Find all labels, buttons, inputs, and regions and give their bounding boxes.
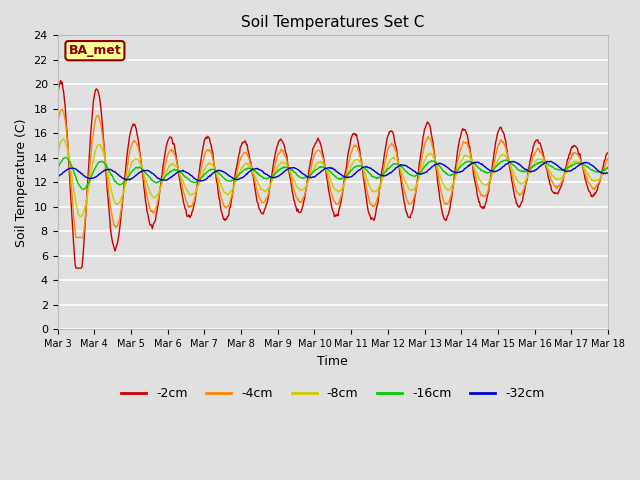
X-axis label: Time: Time xyxy=(317,355,348,368)
Title: Soil Temperatures Set C: Soil Temperatures Set C xyxy=(241,15,424,30)
Y-axis label: Soil Temperature (C): Soil Temperature (C) xyxy=(15,118,28,247)
Text: BA_met: BA_met xyxy=(68,44,122,57)
Legend: -2cm, -4cm, -8cm, -16cm, -32cm: -2cm, -4cm, -8cm, -16cm, -32cm xyxy=(116,383,550,406)
